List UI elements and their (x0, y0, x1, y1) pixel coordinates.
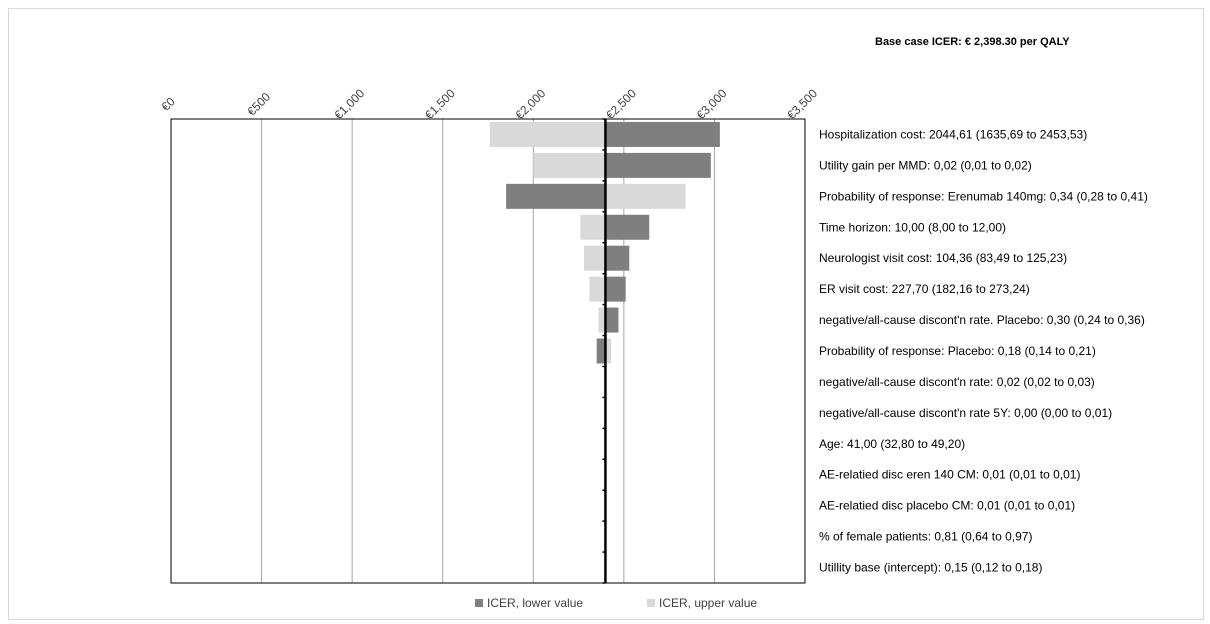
parameter-label: Probability of response: Placebo: 0,18 (… (819, 344, 1096, 358)
parameter-label: Utility gain per MMD: 0,02 (0,01 to 0,02… (819, 158, 1032, 172)
parameter-label: Age: 41,00 (32,80 to 49,20) (819, 437, 965, 451)
bar-lower-value (605, 121, 720, 147)
parameter-label: % of female patients: 0,81 (0,64 to 0,97… (819, 530, 1032, 544)
parameter-labels: Hospitalization cost: 2044,61 (1635,69 t… (819, 127, 1148, 574)
legend-swatch-lower (475, 599, 483, 607)
bar-upper-value (584, 245, 606, 271)
bar-lower-value (605, 276, 626, 302)
bar-upper-value (598, 307, 606, 333)
bar-lower-value (605, 245, 630, 271)
x-tick-label: €2,500 (603, 86, 639, 122)
plot-area-border (170, 118, 806, 584)
bar-upper-value (605, 338, 612, 364)
x-axis-tick-labels: €0 €500 €1,000 €1,500 €2,000 €2,500 €3,000 €3,5… (158, 86, 820, 122)
parameter-label: negative/all-cause discont'n rate. Place… (819, 313, 1145, 327)
x-tick-label: €2,000 (513, 86, 549, 122)
tornado-chart: Base case ICER: € 2,398.30 per QALY €0 €5… (158, 36, 1148, 610)
bar-upper-value (580, 214, 606, 240)
x-tick-label: €3,000 (694, 86, 730, 122)
bar-upper-value (589, 276, 606, 302)
x-tick-label: €0 (158, 94, 178, 114)
bar-lower-value (605, 152, 711, 178)
x-tick-label: €1,500 (422, 86, 458, 122)
x-tick-label: €3,500 (784, 86, 820, 122)
bar-lower-value (605, 214, 650, 240)
legend: ICER, lower value ICER, upper value (475, 596, 757, 610)
chart-title: Base case ICER: € 2,398.30 per QALY (875, 36, 1070, 48)
parameter-label: ER visit cost: 227,70 (182,16 to 273,24) (819, 282, 1030, 296)
legend-label-lower: ICER, lower value (487, 596, 583, 610)
bars (489, 121, 720, 364)
parameter-label: Probability of response: Erenumab 140mg:… (819, 189, 1148, 203)
bar-upper-value (605, 183, 686, 209)
parameter-label: Utillity base (intercept): 0,15 (0,12 to… (819, 561, 1042, 575)
legend-label-upper: ICER, upper value (659, 596, 757, 610)
x-tick-label: €1,000 (331, 86, 367, 122)
bar-upper-value (489, 121, 606, 147)
bar-upper-value (533, 152, 606, 178)
bar-lower-value (596, 338, 606, 364)
bar-lower-value (605, 307, 619, 333)
parameter-label: Neurologist visit cost: 104,36 (83,49 to… (819, 251, 1067, 265)
bar-lower-value (506, 183, 606, 209)
base-case-line-group (602, 118, 607, 584)
x-tick-label: €500 (244, 90, 273, 119)
parameter-label: Hospitalization cost: 2044,61 (1635,69 t… (819, 127, 1087, 141)
parameter-label: AE-relatied disc placebo CM: 0,01 (0,01 … (819, 499, 1075, 513)
chart-frame: Base case ICER: € 2,398.30 per QALY €0 €5… (8, 8, 1204, 620)
parameter-label: negative/all-cause discont'n rate: 0,02 … (819, 375, 1095, 389)
legend-swatch-upper (647, 599, 655, 607)
parameter-label: Time horizon: 10,00 (8,00 to 12,00) (819, 220, 1006, 234)
parameter-label: AE-relatied disc eren 140 CM: 0,01 (0,01… (819, 468, 1080, 482)
parameter-label: negative/all-cause discont'n rate 5Y: 0,… (819, 406, 1112, 420)
